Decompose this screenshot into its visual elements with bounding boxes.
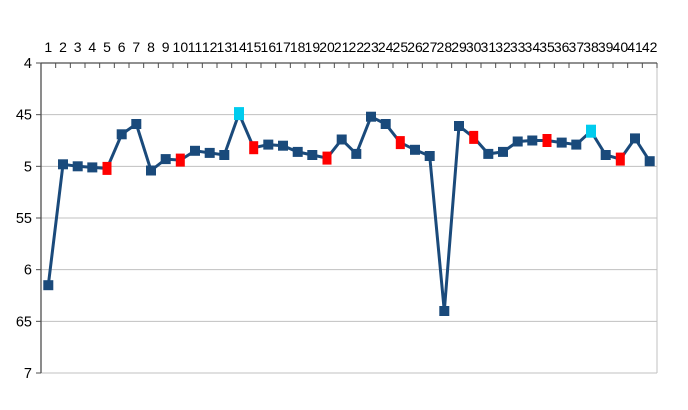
x-tick-label: 16 (261, 39, 277, 55)
x-tick-label: 39 (598, 39, 614, 55)
data-point-33 (512, 136, 523, 147)
data-point-10 (175, 153, 185, 167)
data-point-15 (249, 141, 259, 155)
data-point-26 (410, 144, 420, 155)
data-point-14 (234, 107, 244, 121)
y-tick-label: 65 (16, 314, 32, 330)
data-point-19 (307, 150, 318, 160)
y-tick-label: 5 (24, 159, 32, 175)
data-point-16 (263, 139, 274, 150)
data-point-3 (72, 161, 83, 172)
y-tick-label: 45 (16, 108, 32, 124)
x-tick-label: 10 (173, 39, 189, 55)
data-point-5 (102, 161, 112, 175)
y-tick-label: 4 (24, 56, 32, 72)
x-tick-label: 6 (118, 39, 126, 55)
x-tick-label: 2 (59, 39, 67, 55)
data-point-13 (219, 150, 230, 160)
data-point-18 (292, 146, 303, 157)
x-tick-label: 19 (305, 39, 321, 55)
x-tick-label: 35 (539, 39, 555, 55)
x-tick-label: 18 (290, 39, 306, 55)
data-point-7 (131, 119, 142, 129)
y-tick-label: 55 (16, 211, 32, 227)
x-tick-label: 42 (642, 39, 658, 55)
data-point-29 (454, 121, 464, 131)
x-tick-label: 40 (613, 39, 629, 55)
x-tick-label: 7 (132, 39, 140, 55)
data-point-6 (116, 129, 127, 140)
x-tick-label: 17 (275, 39, 291, 55)
data-point-30 (469, 130, 479, 144)
x-tick-label: 28 (437, 39, 453, 55)
x-tick-label: 15 (246, 39, 262, 55)
x-tick-label: 27 (422, 39, 438, 55)
x-tick-label: 25 (393, 39, 409, 55)
data-point-38 (586, 124, 596, 138)
x-tick-label: 29 (451, 39, 467, 55)
x-tick-label: 12 (202, 39, 218, 55)
x-tick-label: 32 (495, 39, 511, 55)
data-point-35 (542, 134, 552, 147)
data-point-21 (336, 134, 347, 145)
data-point-36 (556, 137, 567, 148)
data-point-39 (600, 150, 611, 160)
data-point-31 (483, 148, 494, 159)
x-tick-label: 24 (378, 39, 394, 55)
data-point-40 (615, 152, 625, 166)
data-point-4 (87, 162, 98, 173)
data-point-24 (380, 119, 391, 129)
x-tick-label: 4 (88, 39, 96, 55)
x-tick-label: 5 (103, 39, 111, 55)
data-point-9 (160, 154, 171, 165)
data-point-42 (644, 156, 655, 167)
x-tick-label: 34 (525, 39, 541, 55)
x-tick-label: 8 (147, 39, 155, 55)
data-point-20 (322, 151, 332, 165)
x-tick-label: 21 (334, 39, 350, 55)
x-tick-label: 26 (407, 39, 423, 55)
x-tick-label: 3 (74, 39, 82, 55)
data-point-22 (351, 148, 362, 159)
x-tick-label: 13 (217, 39, 233, 55)
x-tick-label: 31 (481, 39, 497, 55)
x-tick-label: 1 (44, 39, 52, 55)
data-point-2 (58, 159, 68, 170)
data-point-28 (439, 306, 450, 316)
x-tick-label: 38 (583, 39, 599, 55)
data-point-27 (424, 151, 435, 161)
data-point-12 (204, 147, 215, 158)
data-point-41 (630, 133, 640, 144)
x-tick-label: 11 (188, 39, 203, 55)
data-point-23 (366, 111, 376, 122)
data-point-1 (43, 280, 54, 291)
data-point-8 (146, 165, 156, 176)
data-point-34 (527, 135, 538, 146)
data-point-11 (190, 145, 200, 156)
x-tick-label: 37 (569, 39, 585, 55)
x-tick-label: 41 (627, 39, 643, 55)
x-tick-label: 9 (162, 39, 170, 55)
x-tick-label: 14 (231, 39, 247, 55)
data-point-32 (498, 146, 508, 157)
y-tick-label: 7 (24, 366, 32, 382)
data-point-25 (395, 136, 405, 150)
x-tick-label: 20 (319, 39, 335, 55)
x-tick-label: 23 (363, 39, 379, 55)
y-tick-label: 6 (24, 263, 32, 279)
x-tick-label: 30 (466, 39, 482, 55)
x-tick-label: 36 (554, 39, 570, 55)
data-point-17 (278, 140, 288, 151)
x-tick-label: 22 (349, 39, 365, 55)
x-tick-label: 33 (510, 39, 526, 55)
data-point-37 (571, 139, 582, 150)
